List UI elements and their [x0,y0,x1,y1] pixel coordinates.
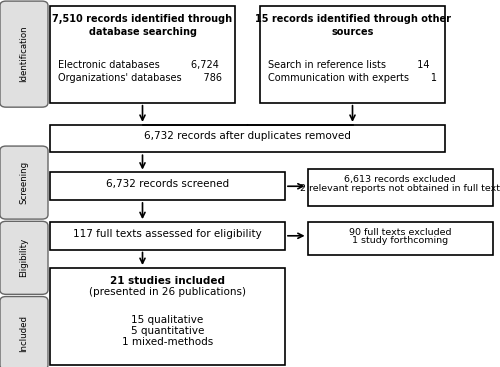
Text: 2 relevant reports not obtained in full text: 2 relevant reports not obtained in full … [300,184,500,193]
Text: 90 full texts excluded: 90 full texts excluded [349,228,451,237]
FancyBboxPatch shape [0,146,48,219]
Text: 15 records identified through other: 15 records identified through other [254,14,450,25]
FancyBboxPatch shape [0,221,48,294]
FancyBboxPatch shape [50,222,285,250]
Text: Communication with experts       1: Communication with experts 1 [268,73,436,83]
FancyBboxPatch shape [0,1,48,107]
Text: Identification: Identification [20,26,28,83]
Text: 7,510 records identified through: 7,510 records identified through [52,14,233,25]
Text: 15 qualitative: 15 qualitative [132,315,204,325]
Text: Search in reference lists          14: Search in reference lists 14 [268,60,429,70]
Text: Included: Included [20,315,28,352]
Text: Screening: Screening [20,161,28,204]
Text: Organizations' databases       786: Organizations' databases 786 [58,73,222,83]
FancyBboxPatch shape [50,6,235,103]
FancyBboxPatch shape [308,169,492,206]
Text: Electronic databases          6,724: Electronic databases 6,724 [58,60,218,70]
FancyBboxPatch shape [308,222,492,255]
Text: 117 full texts assessed for eligibility: 117 full texts assessed for eligibility [73,229,262,239]
FancyBboxPatch shape [50,125,445,152]
Text: 1 mixed-methods: 1 mixed-methods [122,337,213,347]
Text: Eligibility: Eligibility [20,238,28,277]
Text: 6,732 records after duplicates removed: 6,732 records after duplicates removed [144,131,351,141]
FancyBboxPatch shape [50,268,285,365]
Text: 6,613 records excluded: 6,613 records excluded [344,175,456,184]
Text: 21 studies included: 21 studies included [110,276,225,286]
Text: (presented in 26 publications): (presented in 26 publications) [89,287,246,297]
Text: database searching: database searching [88,27,196,37]
FancyBboxPatch shape [50,172,285,200]
Text: 5 quantitative: 5 quantitative [131,326,204,336]
Text: sources: sources [332,27,374,37]
Text: 1 study forthcoming: 1 study forthcoming [352,236,448,245]
FancyBboxPatch shape [260,6,445,103]
Text: 6,732 records screened: 6,732 records screened [106,179,229,189]
FancyBboxPatch shape [0,297,48,367]
